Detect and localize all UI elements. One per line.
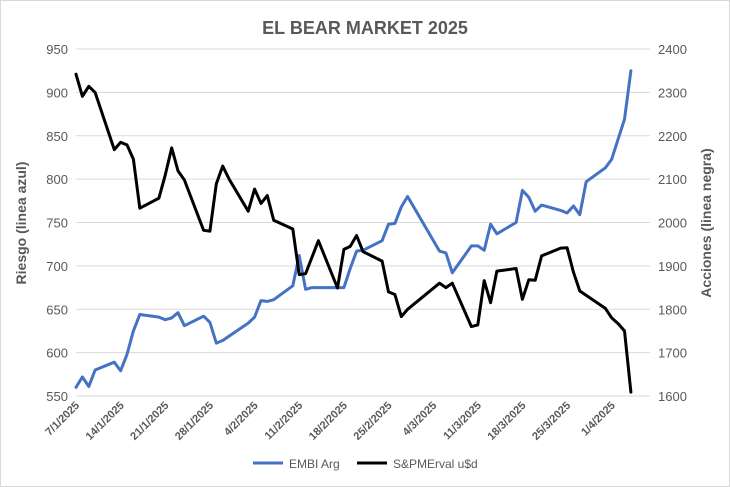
chart-title: EL BEAR MARKET 2025 — [262, 18, 468, 38]
x-tick-label: 18/3/2025 — [485, 400, 528, 443]
x-tick-label: 25/2/2025 — [352, 400, 395, 443]
x-tick-label: 4/3/2025 — [401, 400, 440, 439]
left-tick-label: 650 — [46, 302, 68, 317]
legend: EMBI Arg S&PMErval u$d — [253, 457, 478, 471]
series-lines — [74, 69, 633, 394]
right-tick-label: 1600 — [658, 389, 687, 404]
left-tick-label: 950 — [46, 42, 68, 57]
left-tick-label: 800 — [46, 172, 68, 187]
left-tick-label: 850 — [46, 129, 68, 144]
left-tick-label: 700 — [46, 259, 68, 274]
x-tick-label: 28/1/2025 — [173, 400, 216, 443]
left-tick-label: 600 — [46, 346, 68, 361]
gridlines — [76, 48, 650, 397]
right-tick-label: 2000 — [658, 216, 687, 231]
x-tick-label: 11/3/2025 — [441, 400, 484, 443]
right-tick-label: 1900 — [658, 259, 687, 274]
left-tick-label: 900 — [46, 85, 68, 100]
right-axis-ticks: 1600 1700 1800 1900 2000 2100 2200 2300 2400 — [658, 42, 687, 404]
x-tick-label: 1/4/2025 — [579, 400, 618, 439]
legend-label-merval: S&PMErval u$d — [393, 457, 478, 471]
right-tick-label: 1700 — [658, 346, 687, 361]
left-tick-label: 750 — [46, 216, 68, 231]
right-tick-label: 2200 — [658, 129, 687, 144]
right-tick-label: 2400 — [658, 42, 687, 57]
series-line-merval — [74, 72, 633, 394]
x-tick-label: 18/2/2025 — [307, 400, 350, 443]
series-line-embi — [74, 69, 633, 389]
right-tick-label: 1800 — [658, 302, 687, 317]
left-axis-ticks: 550 600 650 700 750 800 850 900 950 — [46, 42, 68, 404]
x-axis-ticks: 7/1/2025 14/1/2025 21/1/2025 28/1/2025 4/2/2… — [43, 400, 618, 443]
x-tick-label: 25/3/2025 — [530, 400, 573, 443]
right-axis-label: Acciones (linea negra) — [698, 148, 714, 297]
left-axis-label: Riesgo (linea azul) — [13, 162, 29, 285]
left-tick-label: 550 — [46, 389, 68, 404]
x-tick-label: 11/2/2025 — [263, 400, 306, 443]
x-tick-label: 21/1/2025 — [128, 400, 171, 443]
right-tick-label: 2300 — [658, 85, 687, 100]
x-tick-label: 14/1/2025 — [84, 400, 127, 443]
x-tick-label: 4/2/2025 — [222, 400, 261, 439]
legend-label-embi: EMBI Arg — [289, 457, 340, 471]
x-tick-label: 7/1/2025 — [43, 400, 82, 439]
right-tick-label: 2100 — [658, 172, 687, 187]
